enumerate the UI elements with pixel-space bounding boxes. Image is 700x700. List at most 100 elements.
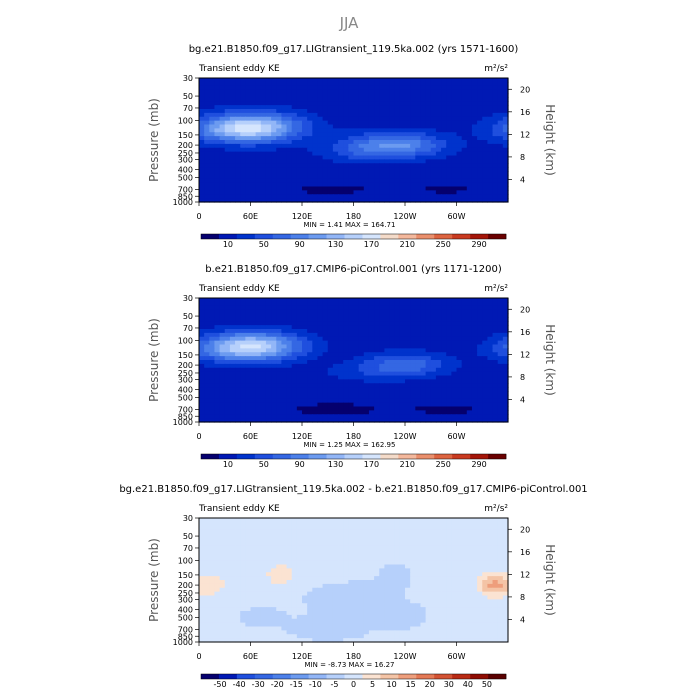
field-cell <box>430 410 437 415</box>
field-cell <box>343 418 349 423</box>
field-cell <box>456 78 463 83</box>
field-cell <box>199 552 205 558</box>
field-cell <box>405 406 411 411</box>
field-cell <box>394 398 401 404</box>
field-cell <box>317 159 324 164</box>
field-cell <box>312 344 319 349</box>
field-cell <box>271 518 277 523</box>
field-cell <box>265 143 272 149</box>
field-cell <box>291 556 298 562</box>
field-cell <box>374 518 380 523</box>
field-cell <box>224 105 231 110</box>
field-cell <box>502 85 509 91</box>
field-cell <box>209 85 216 91</box>
field-cell <box>302 580 308 585</box>
field-cell <box>441 367 447 373</box>
field-cell <box>415 371 422 377</box>
field-cell <box>374 155 380 160</box>
field-cell <box>456 537 463 542</box>
field-cell <box>358 533 365 538</box>
field-cell <box>214 363 221 369</box>
field-cell <box>399 167 406 172</box>
field-cell <box>199 560 205 566</box>
field-cell <box>214 344 221 349</box>
field-cell <box>214 329 221 334</box>
field-cell <box>384 321 391 326</box>
field-cell <box>224 109 231 114</box>
field-cell <box>307 124 313 129</box>
field-cell <box>276 402 282 408</box>
field-cell <box>224 529 231 535</box>
field-cell <box>420 171 427 176</box>
field-cell <box>307 418 313 423</box>
field-cell <box>260 387 267 392</box>
field-cell <box>405 398 411 404</box>
field-cell <box>307 167 313 172</box>
field-cell <box>456 155 463 160</box>
field-cell <box>461 97 468 102</box>
field-cell <box>477 549 483 554</box>
field-cell <box>322 194 329 199</box>
field-cell <box>389 533 396 538</box>
field-cell <box>291 147 298 153</box>
field-cell <box>322 109 329 114</box>
field-cell <box>384 387 391 392</box>
field-cell <box>348 344 355 349</box>
field-cell <box>338 174 344 180</box>
field-cell <box>338 78 344 83</box>
field-cell <box>451 572 458 577</box>
field-cell <box>317 147 324 153</box>
field-cell <box>286 124 293 129</box>
field-cell <box>281 340 288 346</box>
field-cell <box>250 301 257 307</box>
field-cell <box>204 572 210 577</box>
field-cell <box>327 81 334 87</box>
field-cell <box>497 541 504 546</box>
field-cell <box>322 305 329 311</box>
field-cell <box>363 85 370 91</box>
field-cell <box>368 147 375 153</box>
field-cell <box>441 521 447 527</box>
field-cell <box>219 545 226 550</box>
field-cell <box>312 379 319 384</box>
field-cell <box>368 182 375 188</box>
field-cell <box>219 568 226 573</box>
field-cell <box>358 171 365 176</box>
field-cell <box>219 151 226 157</box>
field-cell <box>250 313 257 318</box>
field-cell <box>343 163 349 168</box>
field-cell <box>497 363 504 369</box>
field-cell <box>374 136 380 141</box>
pressure-tick-label: 700 <box>178 405 193 414</box>
field-cell <box>394 549 401 554</box>
field-cell <box>441 529 447 535</box>
field-cell <box>343 136 349 141</box>
field-cell <box>271 572 277 577</box>
field-cell <box>312 116 319 122</box>
field-cell <box>441 159 447 164</box>
field-cell <box>199 163 205 168</box>
field-cell <box>296 325 303 330</box>
field-cell <box>229 128 236 133</box>
field-cell <box>446 363 452 369</box>
field-cell <box>415 564 422 569</box>
field-cell <box>420 363 427 369</box>
field-cell <box>291 525 298 531</box>
field-cell <box>358 521 365 527</box>
field-cell <box>410 132 416 137</box>
field-cell <box>471 391 478 396</box>
field-cell <box>420 552 427 558</box>
field-cell <box>446 190 452 195</box>
field-cell <box>353 344 360 349</box>
field-cell <box>497 352 504 357</box>
field-cell <box>415 171 422 176</box>
field-cell <box>338 298 344 303</box>
field-cell <box>374 375 380 380</box>
field-cell <box>441 313 447 318</box>
field-cell <box>420 556 427 562</box>
field-cell <box>250 576 257 581</box>
field-cell <box>353 541 360 546</box>
field-cell <box>363 344 370 349</box>
field-cell <box>265 317 272 322</box>
field-cell <box>338 151 344 157</box>
